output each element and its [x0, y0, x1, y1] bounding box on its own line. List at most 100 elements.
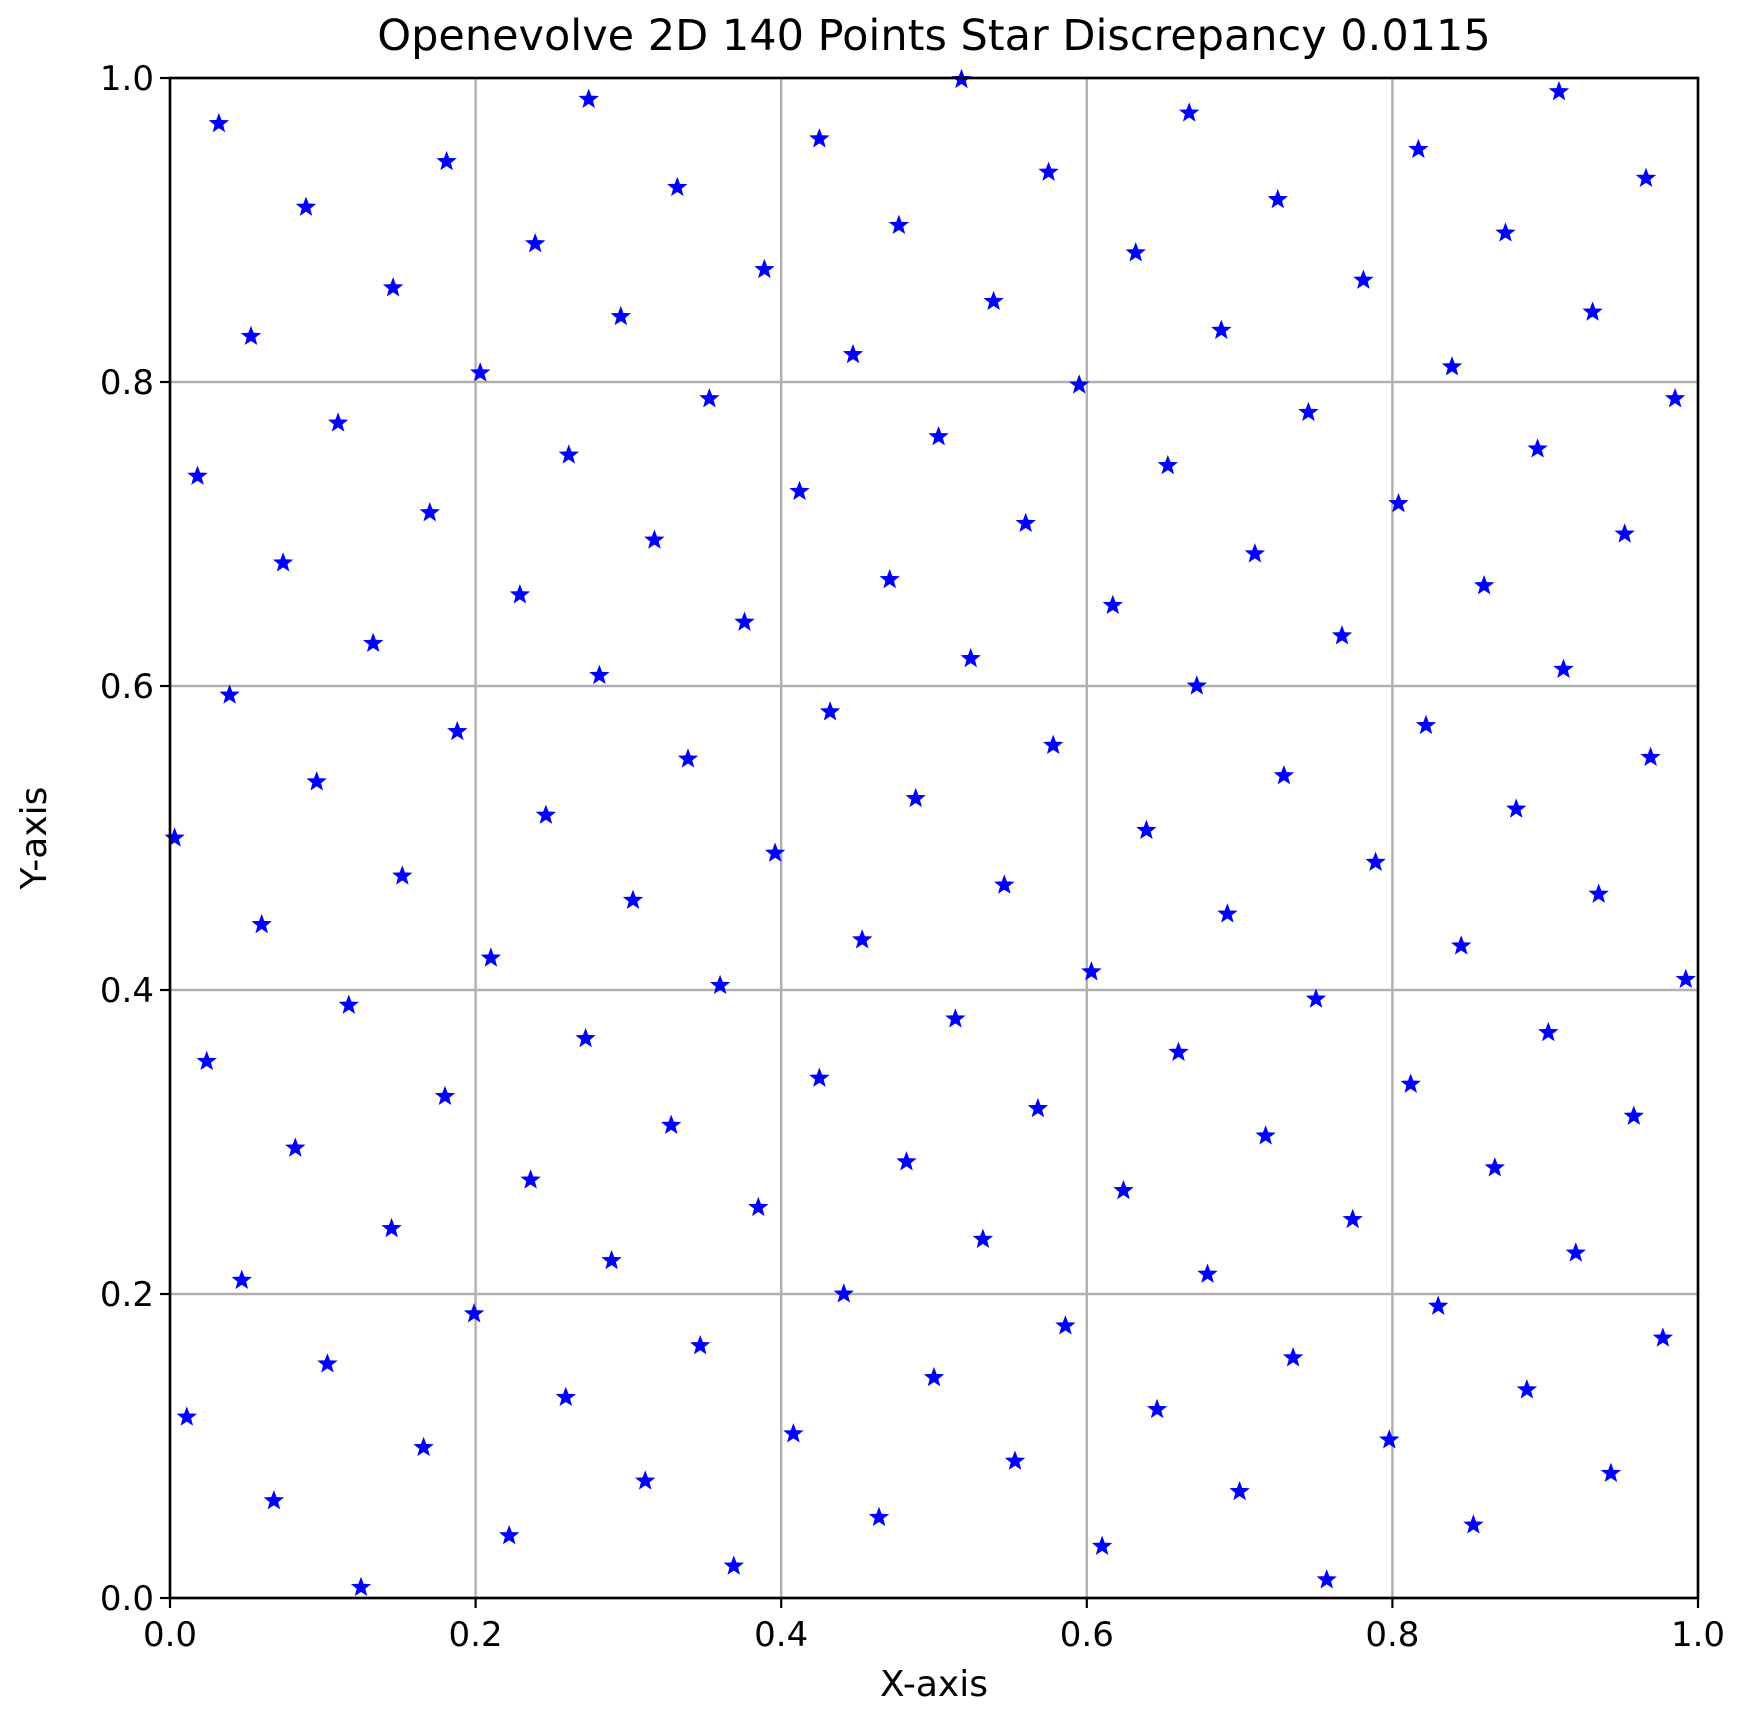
data-point	[1102, 594, 1123, 615]
data-point	[983, 290, 1004, 311]
data-point	[1273, 764, 1295, 785]
data-point	[1004, 1450, 1026, 1470]
data-point	[709, 974, 731, 995]
data-point	[208, 112, 230, 133]
data-point	[748, 1196, 769, 1217]
data-point	[327, 412, 349, 432]
data-point	[413, 1436, 434, 1457]
data-point	[419, 501, 440, 522]
data-point	[1388, 492, 1409, 513]
data-point	[1091, 1535, 1113, 1555]
data-point	[852, 929, 873, 949]
data-point	[923, 1366, 945, 1387]
data-point	[338, 994, 359, 1014]
data-point	[1015, 512, 1036, 533]
data-point	[525, 232, 546, 253]
data-point	[499, 1524, 520, 1545]
x-tick-label: 0.8	[1365, 1615, 1419, 1655]
data-point	[1623, 1105, 1644, 1125]
data-point	[1342, 1208, 1363, 1229]
data-point	[879, 568, 900, 589]
data-point	[1553, 658, 1574, 678]
data-point	[317, 1353, 338, 1373]
data-point	[888, 214, 910, 235]
data-point	[677, 748, 699, 768]
data-point	[945, 1008, 966, 1028]
data-point	[1316, 1569, 1337, 1589]
data-point	[1186, 675, 1207, 695]
data-point	[1538, 1021, 1559, 1042]
data-point	[644, 529, 665, 549]
data-point	[1282, 1347, 1304, 1367]
data-point	[382, 277, 404, 297]
data-point	[436, 150, 457, 171]
data-point	[1038, 161, 1059, 181]
data-point	[1484, 1157, 1505, 1177]
data-point	[622, 889, 644, 909]
data-point	[1113, 1179, 1134, 1200]
data-point	[868, 1506, 890, 1527]
data-point	[1400, 1073, 1421, 1093]
y-tick-label: 0.2	[100, 1275, 154, 1315]
data-point	[960, 647, 981, 668]
data-point	[164, 827, 185, 847]
data-point	[219, 684, 240, 704]
x-tick-label: 0.6	[1060, 1615, 1114, 1655]
data-point	[635, 1470, 656, 1490]
data-point	[1600, 1462, 1622, 1483]
data-point	[1415, 714, 1437, 735]
data-point	[1451, 935, 1472, 955]
data-point	[1365, 851, 1386, 871]
data-point	[1463, 1514, 1484, 1534]
data-point	[350, 1576, 372, 1597]
data-point	[1027, 1097, 1049, 1118]
data-point	[928, 425, 949, 446]
data-point	[809, 128, 830, 148]
data-point	[1267, 188, 1288, 209]
data-point	[734, 611, 755, 631]
data-point	[1588, 883, 1609, 903]
data-point	[1125, 242, 1146, 262]
data-point	[661, 1114, 682, 1134]
y-tick-label: 1.0	[100, 59, 154, 99]
data-point	[601, 1249, 622, 1270]
data-point	[558, 444, 579, 464]
data-point	[1506, 798, 1527, 818]
data-point	[463, 1303, 485, 1323]
plot-frame	[168, 76, 1700, 1600]
data-point	[1043, 734, 1064, 754]
data-point	[1614, 523, 1635, 543]
data-point	[575, 1027, 596, 1048]
data-point	[994, 874, 1015, 894]
data-point	[306, 771, 327, 791]
data-point	[1211, 319, 1232, 339]
data-point	[842, 343, 864, 364]
data-point	[610, 305, 631, 326]
data-point	[667, 176, 688, 197]
data-points	[164, 68, 1696, 1597]
data-point	[1428, 1295, 1449, 1315]
data-point	[1168, 1041, 1189, 1061]
axis-ticks: 0.0 0.2 0.4 0.6 0.8 1.0 0.0 0.2 0.4 0.6 0.8 1.0	[100, 59, 1725, 1655]
data-point	[578, 88, 599, 108]
data-point	[754, 258, 775, 279]
data-point	[1353, 269, 1374, 289]
data-point	[176, 1406, 197, 1426]
x-tick-label: 1.0	[1671, 1615, 1725, 1655]
data-point	[819, 701, 841, 721]
data-point	[1305, 988, 1327, 1008]
data-point	[1136, 819, 1157, 840]
data-point	[1179, 102, 1200, 122]
data-point	[783, 1423, 804, 1443]
data-point	[1244, 543, 1266, 563]
data-point	[196, 1050, 217, 1071]
data-point	[809, 1067, 830, 1087]
x-tick-label: 0.2	[449, 1615, 503, 1655]
data-point	[1652, 1327, 1674, 1347]
data-point	[589, 664, 610, 685]
data-point	[285, 1137, 306, 1157]
data-point	[272, 552, 294, 572]
data-point	[972, 1228, 994, 1248]
data-point	[381, 1217, 402, 1238]
